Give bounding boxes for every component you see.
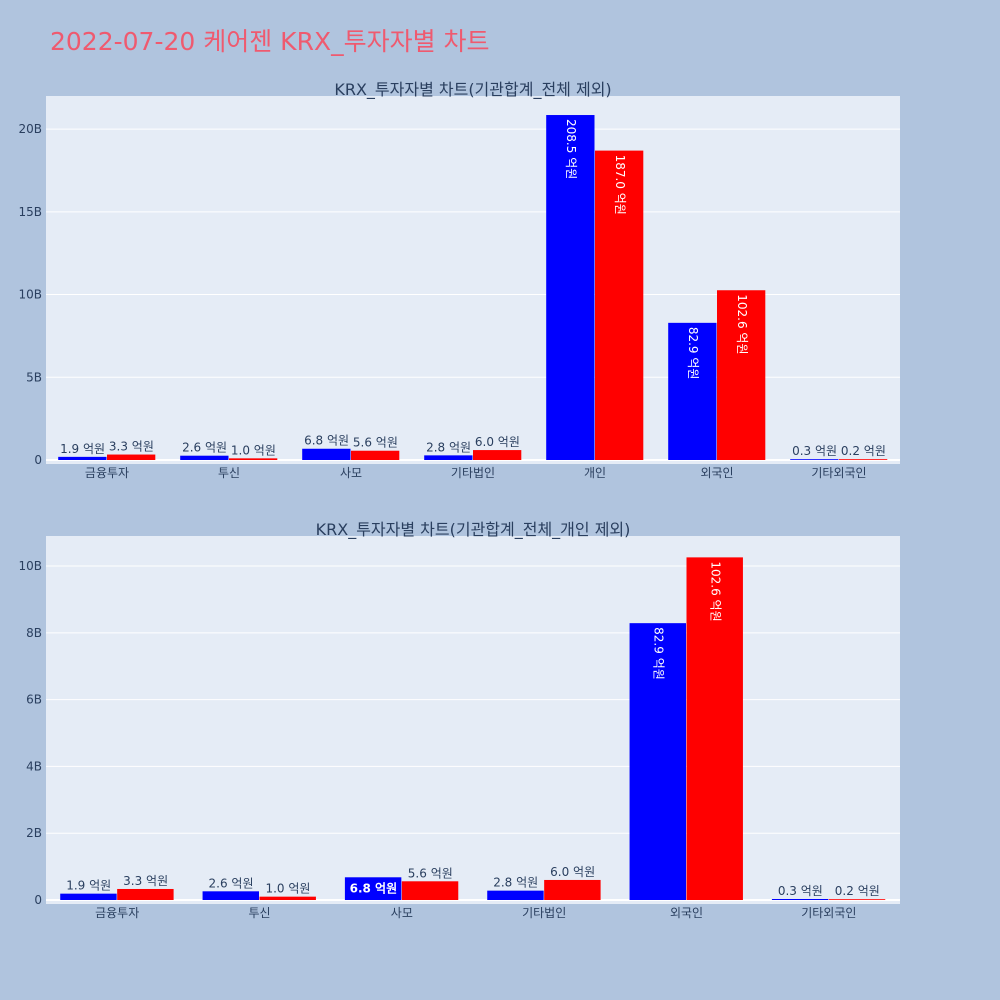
x-tick-label: 외국인 <box>700 466 733 480</box>
y-tick-label: 5B <box>26 370 42 384</box>
plot-area <box>46 536 900 904</box>
x-tick-label: 사모 <box>391 906 413 920</box>
y-tick-label: 0 <box>34 453 42 467</box>
chart-bottom: 0 2B 4B 6B 8B 10B KRX_투자자별 차트(기관합계_전체_개인 제외) 금융… <box>18 520 900 920</box>
bar <box>180 455 229 460</box>
bar-data-label: 2.6 억원 <box>182 441 227 455</box>
bar <box>828 899 886 900</box>
x-tick-label: 금융투자 <box>95 906 139 920</box>
bar-data-label: 0.3 억원 <box>778 884 823 898</box>
bar-data-label: 82.9 억원 <box>652 627 666 680</box>
x-tick-label: 기타외국인 <box>811 466 866 480</box>
x-tick-label: 기타법인 <box>522 906 566 920</box>
main-title: 2022-07-20 케어젠 KRX_투자자별 차트 <box>50 27 490 56</box>
x-tick-label: 기타법인 <box>451 466 495 480</box>
bar-data-label: 187.0 억원 <box>613 155 627 215</box>
bar <box>686 557 743 900</box>
bar <box>546 115 595 460</box>
bar-data-label: 3.3 억원 <box>109 440 154 454</box>
bar <box>424 455 473 460</box>
bar <box>544 879 601 900</box>
bar <box>344 877 402 900</box>
bar <box>259 896 316 900</box>
bar-data-label: 1.0 억원 <box>231 443 276 457</box>
bar <box>839 459 888 460</box>
y-tick-label: 15B <box>18 205 42 219</box>
bar-data-label: 102.6 억원 <box>735 294 749 354</box>
bar <box>401 881 459 900</box>
x-tick-label: 외국인 <box>670 906 703 920</box>
bar <box>717 290 766 460</box>
bar-data-label: 6.0 억원 <box>475 435 520 449</box>
bar <box>107 454 156 460</box>
bar-data-label: 6.8 억원 <box>350 882 398 896</box>
x-tick-label: 투신 <box>248 906 270 920</box>
bar <box>58 456 107 460</box>
bar <box>487 890 544 900</box>
bar-data-label: 2.8 억원 <box>426 440 471 454</box>
y-tick-label: 2B <box>26 826 42 840</box>
bar-data-label: 0.2 억원 <box>841 444 886 458</box>
y-tick-label: 10B <box>18 559 42 573</box>
bar-data-label: 82.9 억원 <box>686 327 700 380</box>
bar <box>790 459 839 460</box>
bar <box>473 450 522 460</box>
bar <box>351 450 400 460</box>
chart-top: 0 5B 10B 15B 20B KRX_투자자별 차트(기관합계_전체 제외) 금융투자 1… <box>18 80 900 480</box>
x-tick-label: 금융투자 <box>85 466 129 480</box>
bar <box>60 893 117 900</box>
bar-data-label: 6.8 억원 <box>304 434 349 448</box>
bar-data-label: 1.0 억원 <box>265 882 310 896</box>
y-tick-label: 10B <box>18 288 42 302</box>
x-tick-label: 투신 <box>218 466 240 480</box>
bar <box>202 891 259 900</box>
bar-data-label: 1.9 억원 <box>60 442 105 456</box>
subplot-title: KRX_투자자별 차트(기관합계_전체 제외) <box>334 80 611 100</box>
bar-data-label: 102.6 억원 <box>708 561 722 621</box>
bar-data-label: 1.9 억원 <box>66 879 111 893</box>
bar-data-label: 5.6 억원 <box>353 436 398 450</box>
subplot-title: KRX_투자자별 차트(기관합계_전체_개인 제외) <box>316 520 631 540</box>
bar <box>629 623 686 900</box>
bar <box>771 898 829 900</box>
bar-data-label: 0.2 억원 <box>835 884 880 898</box>
y-tick-label: 0 <box>34 893 42 907</box>
y-tick-label: 20B <box>18 122 42 136</box>
bar <box>668 322 717 460</box>
bar-data-label: 6.0 억원 <box>550 865 595 879</box>
plot-area <box>46 96 900 464</box>
bar-data-label: 2.8 억원 <box>493 876 538 890</box>
bar-data-label: 208.5 억원 <box>564 119 578 179</box>
bar <box>595 150 644 460</box>
bar-data-label: 0.3 억원 <box>792 444 837 458</box>
x-tick-label: 사모 <box>340 466 362 480</box>
bar-data-label: 2.6 억원 <box>209 876 254 890</box>
x-tick-label: 기타외국인 <box>801 906 856 920</box>
bar <box>302 448 351 460</box>
bar-data-label: 3.3 억원 <box>123 874 168 888</box>
bar <box>229 458 278 460</box>
bar-data-label: 5.6 억원 <box>408 866 453 880</box>
x-tick-label: 개인 <box>584 466 606 480</box>
bar <box>117 888 174 900</box>
y-tick-label: 6B <box>26 693 42 707</box>
y-tick-label: 4B <box>26 759 42 773</box>
y-tick-label: 8B <box>26 626 42 640</box>
